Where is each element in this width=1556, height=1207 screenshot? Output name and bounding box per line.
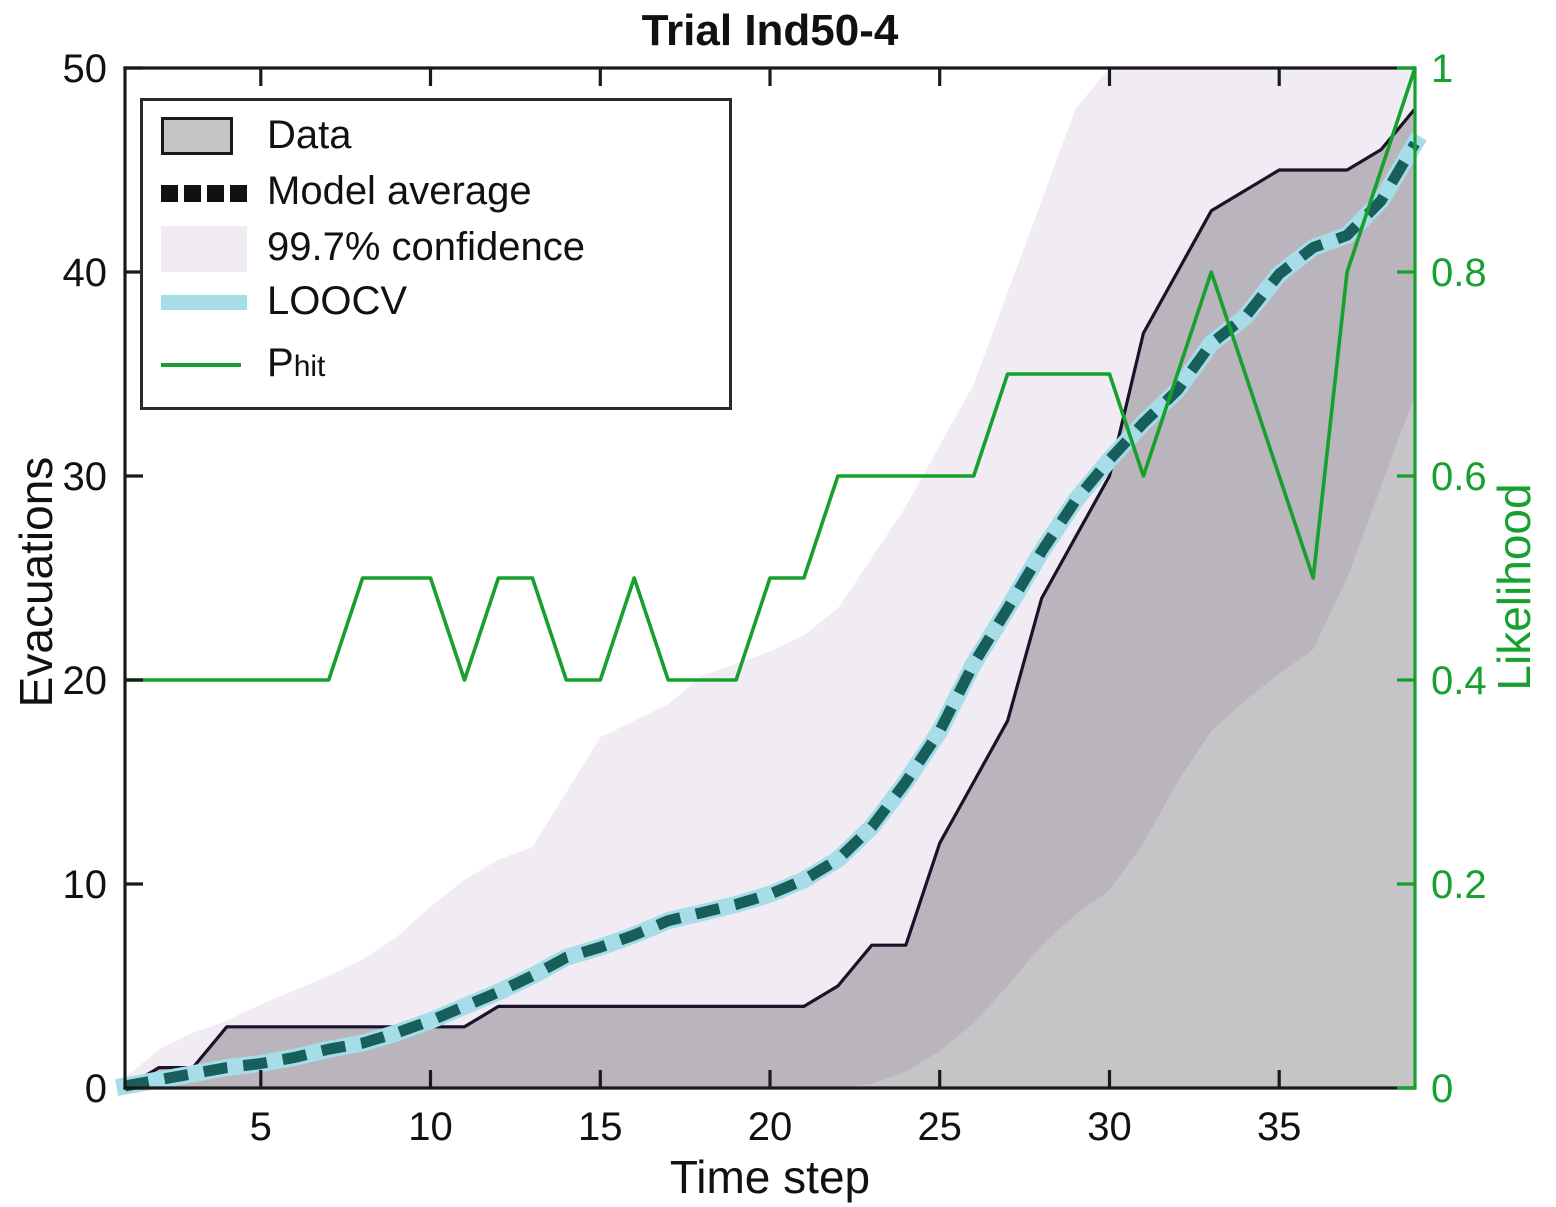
x-tick-label: 30 bbox=[1087, 1105, 1132, 1149]
legend-label-loocv: LOOCV bbox=[267, 279, 408, 323]
data-swatch-icon bbox=[161, 117, 233, 155]
data-line bbox=[124, 107, 1417, 1090]
y-axis-label-left: Evacuations bbox=[10, 456, 62, 708]
y-axis-label-right: Likelihood bbox=[1488, 483, 1540, 691]
y-left-tick-label: 30 bbox=[63, 455, 108, 499]
legend-item-phit: Phit bbox=[143, 341, 729, 391]
data-area-fill bbox=[125, 108, 1415, 1089]
legend-label-model-average: Model average bbox=[267, 169, 532, 213]
model-average-line bbox=[124, 140, 1420, 1092]
chart-title: Trial Ind50-4 bbox=[641, 6, 899, 55]
x-tick-label: 35 bbox=[1257, 1105, 1302, 1149]
x-tick-label: 25 bbox=[917, 1105, 962, 1149]
y-right-tick-label: 0.6 bbox=[1431, 455, 1487, 499]
y-left-tick-label: 10 bbox=[63, 863, 108, 907]
legend-item-model-average: Model average bbox=[143, 169, 729, 219]
legend-label-confidence: 99.7% confidence bbox=[267, 225, 586, 269]
y-right-tick-label: 0.8 bbox=[1431, 251, 1487, 295]
x-tick-label: 15 bbox=[578, 1105, 623, 1149]
loocv-line-swatch-icon bbox=[161, 295, 247, 310]
legend-item-confidence: 99.7% confidence bbox=[143, 225, 729, 275]
y-right-tick-label: 0.2 bbox=[1431, 863, 1487, 907]
phit-line bbox=[125, 67, 1417, 682]
x-tick-label: 5 bbox=[250, 1105, 272, 1149]
legend-label-data: Data bbox=[267, 113, 352, 157]
phit-line-swatch-icon bbox=[161, 363, 241, 367]
y-left-tick-label: 0 bbox=[85, 1067, 107, 1111]
x-tick-label: 10 bbox=[408, 1105, 453, 1149]
confidence-band-swatch-icon bbox=[161, 226, 247, 272]
legend-label-phit: Phit bbox=[267, 341, 326, 385]
x-tick-label: 20 bbox=[748, 1105, 793, 1149]
y-left-tick-label: 20 bbox=[63, 659, 108, 703]
legend-box: Data Model average 99.7% confidence LOOC… bbox=[140, 98, 732, 410]
y-right-tick-label: 0.4 bbox=[1431, 659, 1487, 703]
legend-item-loocv: LOOCV bbox=[143, 279, 729, 329]
y-right-tick-label: 1 bbox=[1431, 47, 1453, 91]
legend-item-data: Data bbox=[143, 113, 729, 163]
y-right-tick-label: 0 bbox=[1431, 1067, 1453, 1111]
x-axis-label: Time step bbox=[669, 1151, 871, 1203]
dashed-line-swatch-icon bbox=[161, 185, 247, 202]
y-left-tick-label: 50 bbox=[63, 47, 108, 91]
y-left-tick-label: 40 bbox=[63, 251, 108, 295]
